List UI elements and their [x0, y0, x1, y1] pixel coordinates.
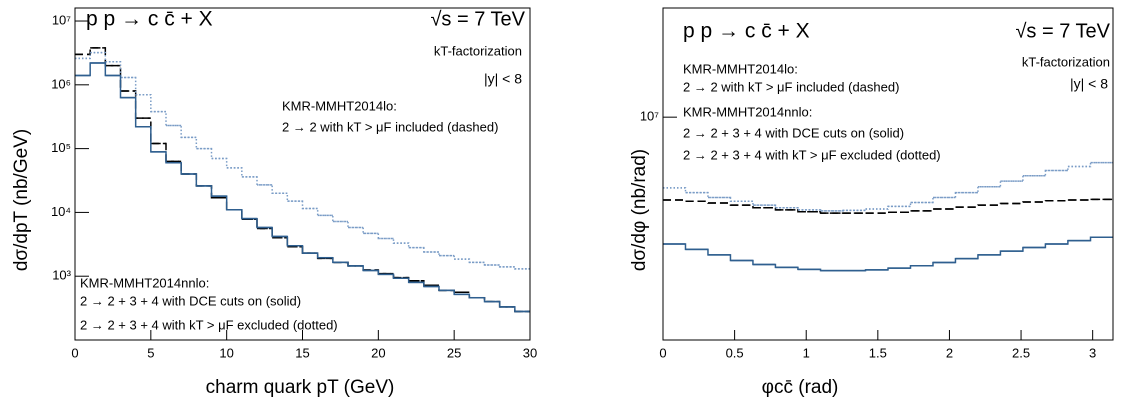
- x-tick-label: 0: [659, 345, 666, 360]
- y-tick-label: 10³: [52, 268, 71, 283]
- step-outline: [75, 62, 530, 313]
- annotation: kT-factorization: [1022, 54, 1110, 69]
- annotation: KMR-MMHT2014lo:: [683, 61, 798, 76]
- annotation: |y| < 8: [1070, 76, 1108, 92]
- y-tick-label: 10⁶: [51, 76, 71, 91]
- x-axis-label: φcc̄ (rad): [762, 377, 839, 398]
- step-outline: [75, 51, 530, 270]
- chart: 0 5 10 15 20 25 30 10³ 10⁴ 10⁵ 10⁶ 10⁷ p p → c c̄ + …: [11, 7, 537, 398]
- annotation: 2 → 2 + 3 + 4 with DCE cuts on (solid): [80, 293, 301, 308]
- annotation: √s = 7 TeV: [430, 8, 525, 30]
- x-tick-label: 3: [1089, 345, 1096, 360]
- x-tick-label: 0.5: [726, 345, 744, 360]
- y-tick-label: 10⁷: [640, 109, 659, 124]
- x-tick-label: 5: [147, 345, 154, 360]
- annotation: √s = 7 TeV: [1015, 20, 1110, 42]
- y-axis-label: dσ/dpT (nb/GeV): [11, 129, 32, 271]
- step-outline: [663, 236, 1113, 272]
- annotation: KMR-MMHT2014lo:: [282, 98, 397, 113]
- chart-title: p p → c c̄ + X: [86, 8, 213, 31]
- annotation: KMR-MMHT2014nnlo:: [80, 275, 209, 290]
- x-tick-label: 15: [295, 345, 309, 360]
- annotation: 2 → 2 + 3 + 4 with DCE cuts on (solid): [683, 125, 904, 140]
- annotation: 2 → 2 with kT > μF included (dashed): [683, 79, 899, 94]
- y-tick-label: 10⁵: [51, 140, 71, 155]
- x-tick-label: 1.5: [869, 345, 887, 360]
- annotation: 2 → 2 with kT > μF included (dashed): [282, 119, 498, 134]
- annotation: 2 → 2 + 3 + 4 with kT > μF excluded (dot…: [80, 317, 338, 332]
- x-axis-label: charm quark pT (GeV): [206, 377, 395, 398]
- y-tick-label: 10⁴: [51, 204, 71, 219]
- x-tick-label: 30: [523, 345, 537, 360]
- x-tick-label: 10: [219, 345, 233, 360]
- annotation: |y| < 8: [484, 71, 522, 87]
- x-tick-label: 0: [71, 345, 78, 360]
- chart-title: p p → c c̄ + X: [683, 20, 810, 43]
- y-tick-label: 10⁷: [52, 12, 71, 27]
- annotation: KMR-MMHT2014nnlo:: [683, 104, 812, 119]
- x-tick-label: 1: [803, 345, 810, 360]
- annotation: 2 → 2 + 3 + 4 with kT > μF excluded (dot…: [683, 147, 941, 162]
- chart: 0 0.5 1 1.5 2 2.5 3 10⁷ p p → c c̄ + X √s = 7 TeV…: [629, 7, 1114, 398]
- x-tick-label: 20: [371, 345, 385, 360]
- frame: [662, 7, 1114, 341]
- x-tick-label: 25: [447, 345, 461, 360]
- x-tick-label: 2.5: [1012, 345, 1030, 360]
- x-tick-label: 2: [946, 345, 953, 360]
- step-outline: [75, 47, 530, 313]
- y-axis-label: dσ/dφ (nb/rad): [629, 149, 650, 271]
- annotation: kT-factorization: [434, 43, 522, 58]
